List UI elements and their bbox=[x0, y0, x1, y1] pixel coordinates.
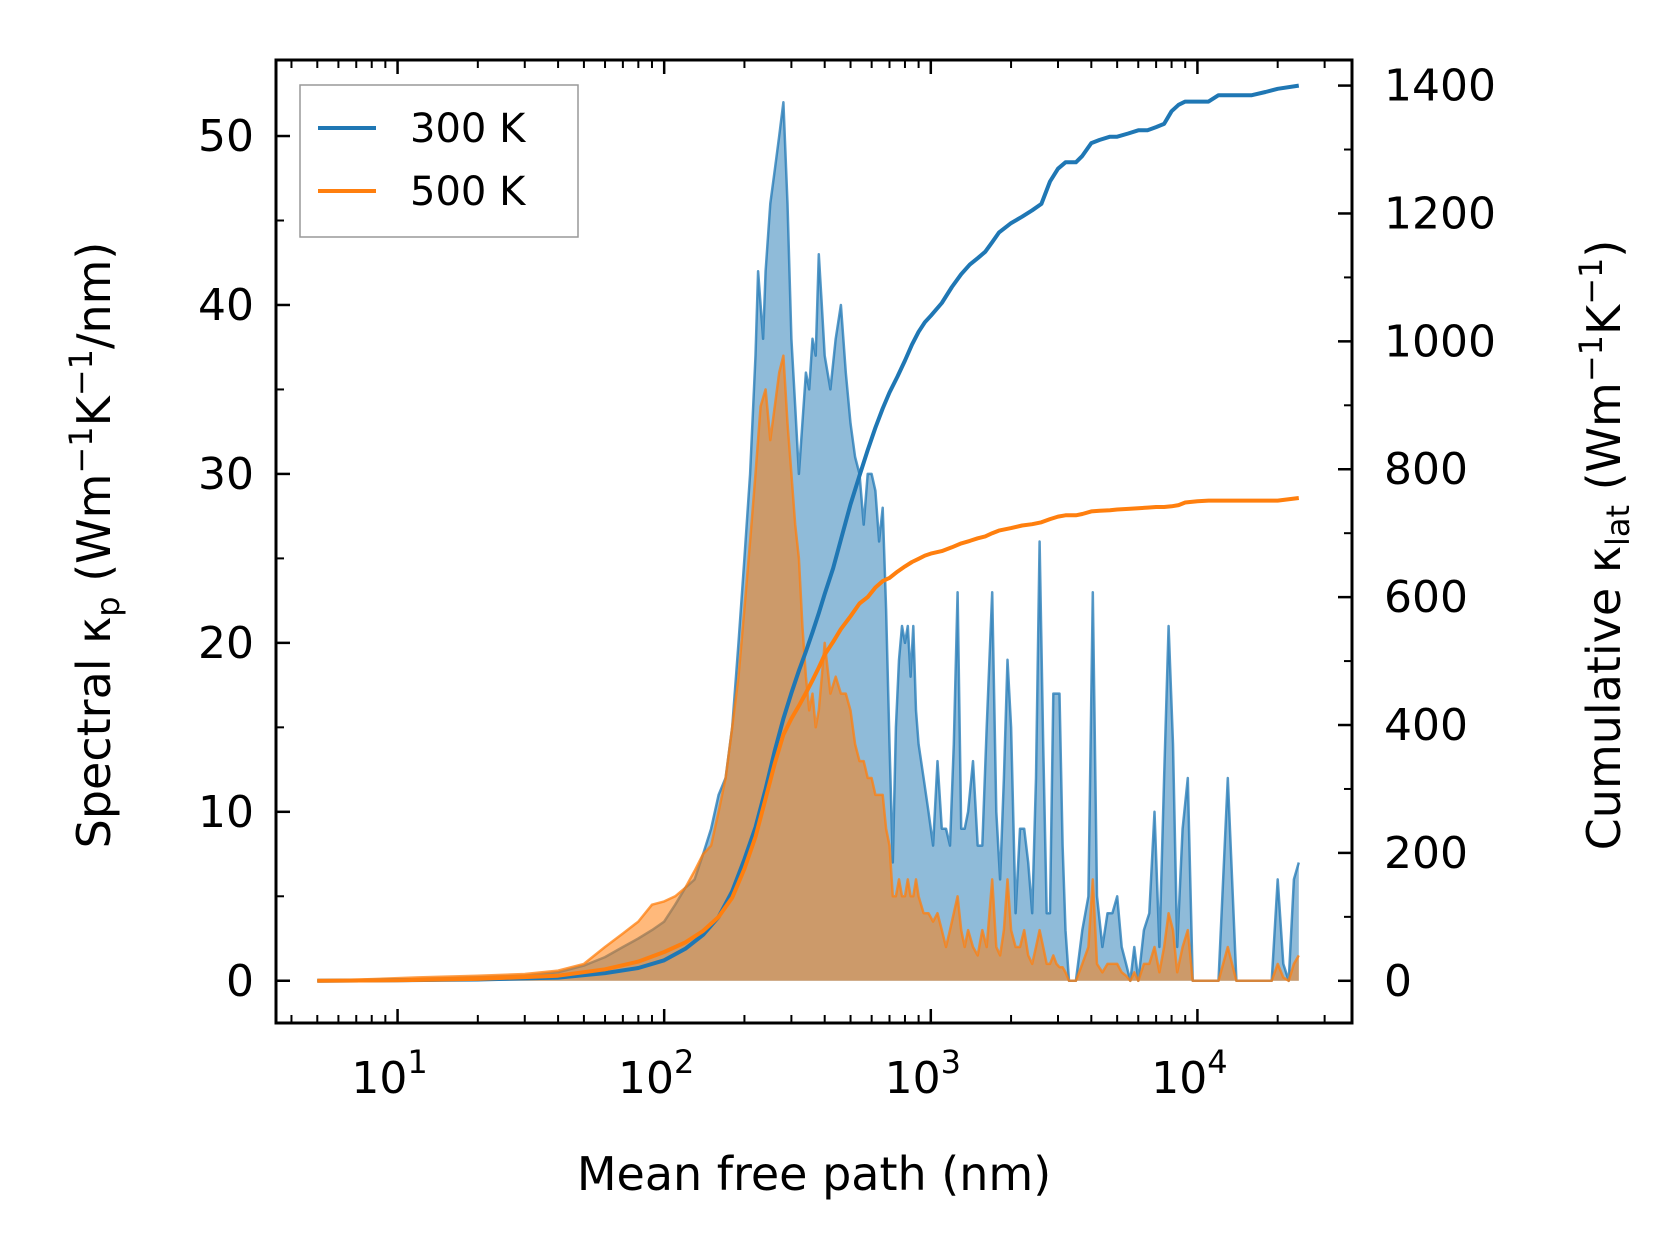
x-tick-label-exponent: 2 bbox=[674, 1043, 694, 1081]
y-left-tick-label: 10 bbox=[198, 787, 254, 838]
x-tick-label-exponent: 4 bbox=[1207, 1043, 1227, 1081]
y-left-tick-label: 0 bbox=[226, 956, 254, 1007]
x-tick-label: 103 bbox=[885, 1043, 961, 1104]
y-right-tick-label: 600 bbox=[1384, 572, 1468, 623]
y-right-tick-label: 200 bbox=[1384, 828, 1468, 879]
x-tick-label-exponent: 1 bbox=[407, 1043, 427, 1081]
x-axis-title: Mean free path (nm) bbox=[577, 1147, 1051, 1201]
series-line-layer bbox=[317, 83, 1300, 983]
y-right-tick-label: 800 bbox=[1384, 444, 1468, 495]
cumulative-line-500k bbox=[317, 496, 1300, 983]
y-right-tick-label: 400 bbox=[1384, 700, 1468, 751]
legend-frame bbox=[299, 84, 579, 238]
x-tick-label-base: 10 bbox=[885, 1053, 941, 1104]
y-left-tick-label: 50 bbox=[198, 111, 254, 162]
spectral-fill-layer bbox=[317, 100, 1301, 983]
spectral-line-500k bbox=[317, 354, 1300, 983]
x-tick-label-base: 10 bbox=[618, 1053, 674, 1104]
plot-frame bbox=[274, 58, 1354, 1025]
y-left-tick-label: 30 bbox=[198, 449, 254, 500]
y-axis-left-title: Spectral κp (Wm−1K−1/nm) bbox=[62, 242, 127, 849]
cumulative-line-300k bbox=[317, 83, 1300, 983]
legend-label-300k: 300 K bbox=[410, 106, 527, 152]
spectral-area-500k bbox=[317, 355, 1299, 981]
x-tick-label-base: 10 bbox=[351, 1053, 407, 1104]
y-right-tick-label: 1200 bbox=[1384, 188, 1496, 239]
y-right-tick-label: 0 bbox=[1384, 956, 1412, 1007]
x-tick-label: 101 bbox=[351, 1043, 427, 1104]
tick-layer: 101 102 103 1040102030405002004006008001000… bbox=[198, 60, 1496, 1104]
y-axis-right-title: Cumulative κlat (Wm−1K−1) bbox=[1572, 240, 1637, 851]
y-left-tick-label: 40 bbox=[198, 280, 254, 331]
x-tick-label-base: 10 bbox=[1151, 1053, 1207, 1104]
x-tick-label: 102 bbox=[618, 1043, 694, 1104]
legend: 300 K 500 K bbox=[299, 84, 579, 238]
y-left-tick-label: 20 bbox=[198, 618, 254, 669]
y-right-tick-label: 1400 bbox=[1384, 61, 1496, 112]
y-right-tick-label: 1000 bbox=[1384, 316, 1496, 367]
x-tick-label: 104 bbox=[1151, 1043, 1227, 1104]
x-tick-label-exponent: 3 bbox=[941, 1043, 961, 1081]
legend-label-500k: 500 K bbox=[410, 169, 527, 215]
